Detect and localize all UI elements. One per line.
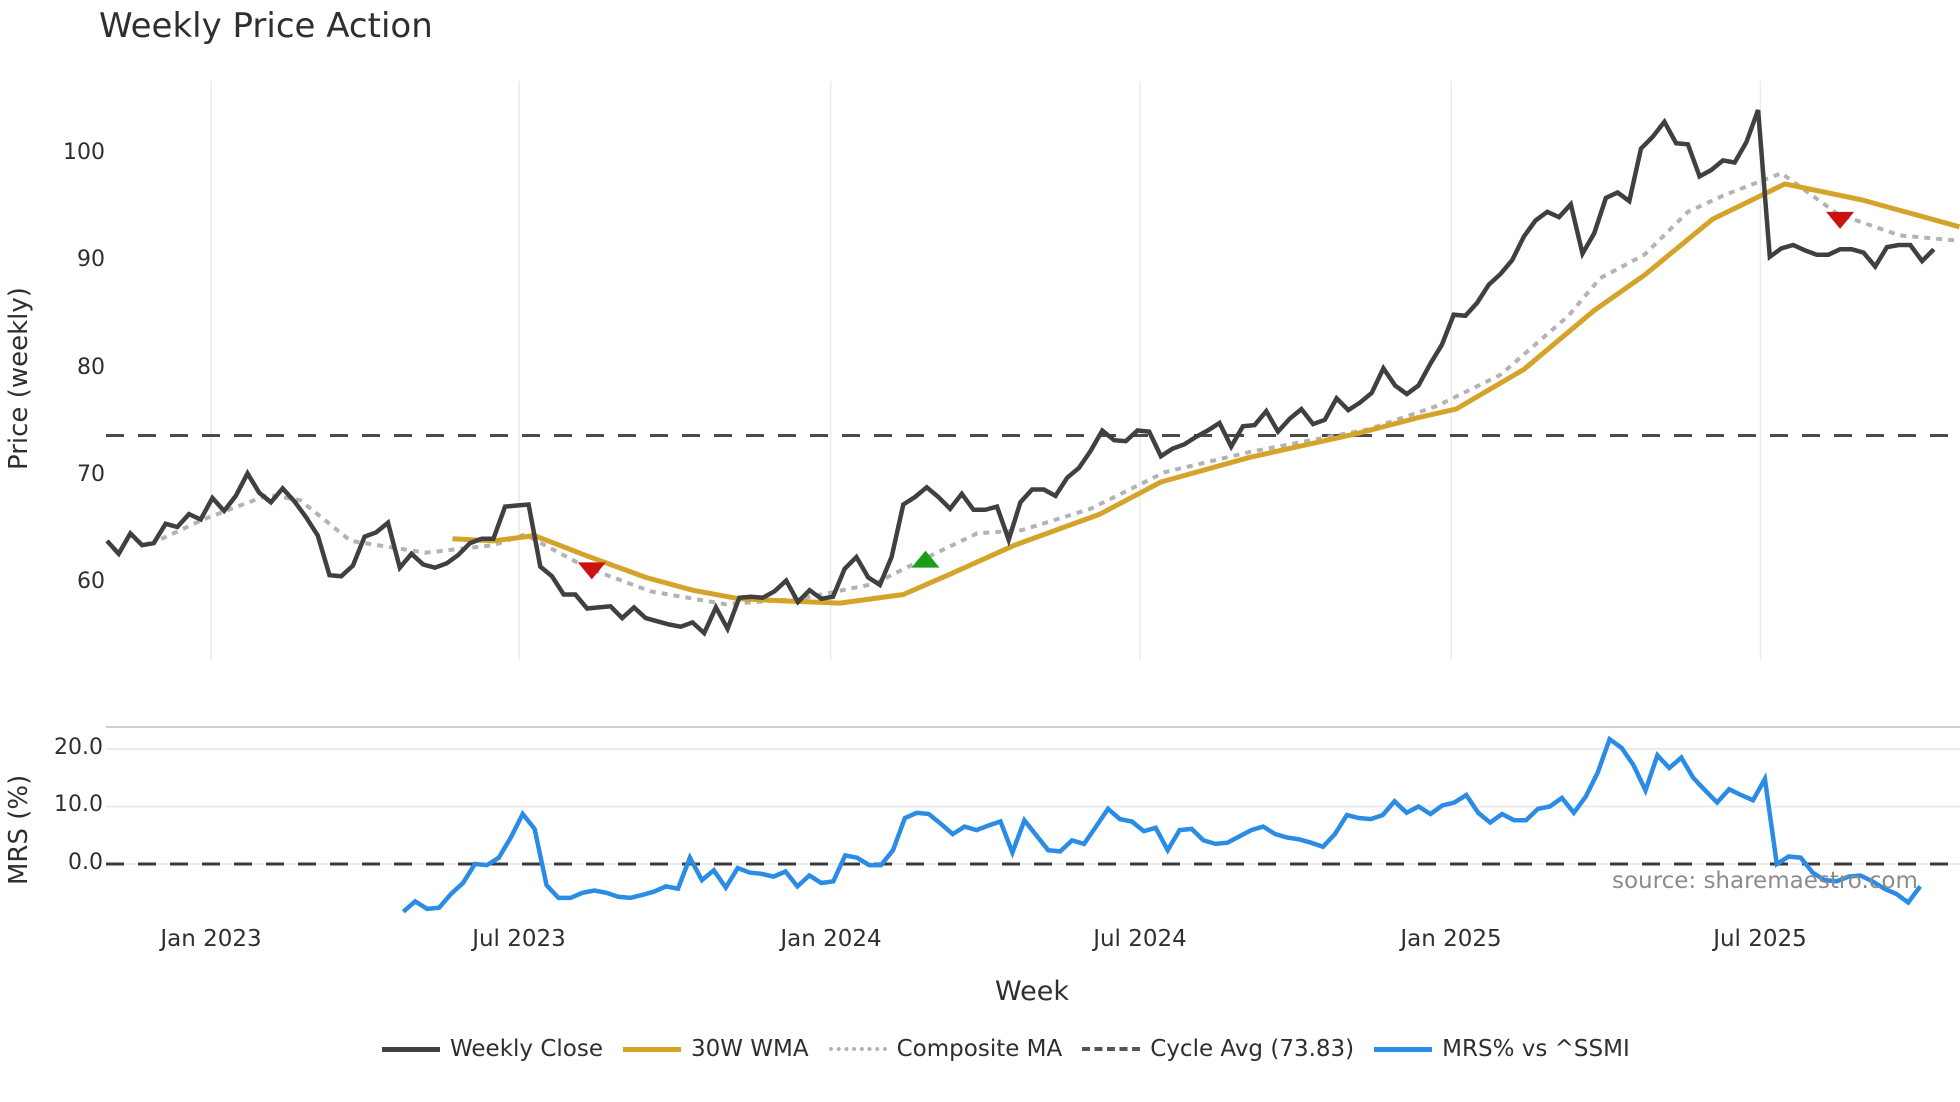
weekly-close-line [105, 109, 1936, 637]
legend-swatch-dotted-icon [828, 1047, 887, 1051]
legend-item-mrs[interactable]: MRS% vs ^SSMI [1374, 1036, 1630, 1062]
mrs-y-tick: 10.0 [54, 792, 103, 817]
mrs-line [401, 735, 1923, 914]
price-y-tick: 60 [77, 569, 105, 594]
x-tick-jan-2023: Jan 2023 [160, 926, 262, 952]
legend-item-weekly-close[interactable]: Weekly Close [382, 1036, 603, 1062]
price-grid [210, 81, 1762, 660]
legend-swatch-dashed-icon [1082, 1047, 1141, 1051]
price-y-tick: 70 [77, 462, 105, 487]
mrs-y-tick: 20.0 [54, 735, 103, 760]
price-y-tick: 90 [77, 247, 105, 272]
x-axis-label: Week [995, 976, 1069, 1007]
legend-label: Weekly Close [450, 1036, 603, 1062]
x-tick-jul-2023: Jul 2023 [472, 926, 566, 952]
legend-swatch-solid-icon [622, 1046, 681, 1052]
x-tick-jan-2025: Jan 2025 [1400, 926, 1502, 952]
legend-swatch-solid-icon [382, 1046, 440, 1052]
x-tick-jul-2025: Jul 2025 [1713, 926, 1807, 952]
chart-title: Weekly Price Action [99, 6, 433, 46]
price-plot-area[interactable] [105, 109, 1960, 637]
sell-signal-triangle-down-icon [1826, 211, 1855, 229]
legend-label: Composite MA [896, 1036, 1063, 1062]
legend-item-30w-wma[interactable]: 30W WMA [622, 1036, 809, 1062]
price-y-tick: 100 [63, 140, 105, 165]
legend-swatch-solid-icon [1374, 1046, 1433, 1052]
legend-item-composite-ma[interactable]: Composite MA [828, 1036, 1063, 1062]
legend-label: Cycle Avg (73.83) [1150, 1036, 1355, 1062]
mrs-grid [106, 726, 1960, 865]
source-watermark: source: sharemaestro.com [1612, 868, 1918, 894]
x-tick-jan-2024: Jan 2024 [780, 926, 882, 952]
legend-label: MRS% vs ^SSMI [1442, 1036, 1630, 1062]
wma-30w-line [452, 181, 1960, 606]
x-tick-jul-2024: Jul 2024 [1093, 926, 1187, 952]
legend-label: 30W WMA [690, 1036, 809, 1062]
legend: Weekly Close 30W WMA Composite MA Cycle … [382, 1036, 1650, 1062]
mrs-y-tick: 0.0 [68, 850, 103, 875]
buy-signal-triangle-up-icon [911, 550, 940, 568]
legend-item-cycle-avg[interactable]: Cycle Avg (73.83) [1082, 1036, 1354, 1062]
price-y-tick: 80 [77, 355, 105, 380]
sell-signal-triangle-down-icon [577, 562, 606, 580]
mrs-plot-area[interactable] [106, 735, 1960, 914]
composite-ma-line [149, 170, 1960, 607]
